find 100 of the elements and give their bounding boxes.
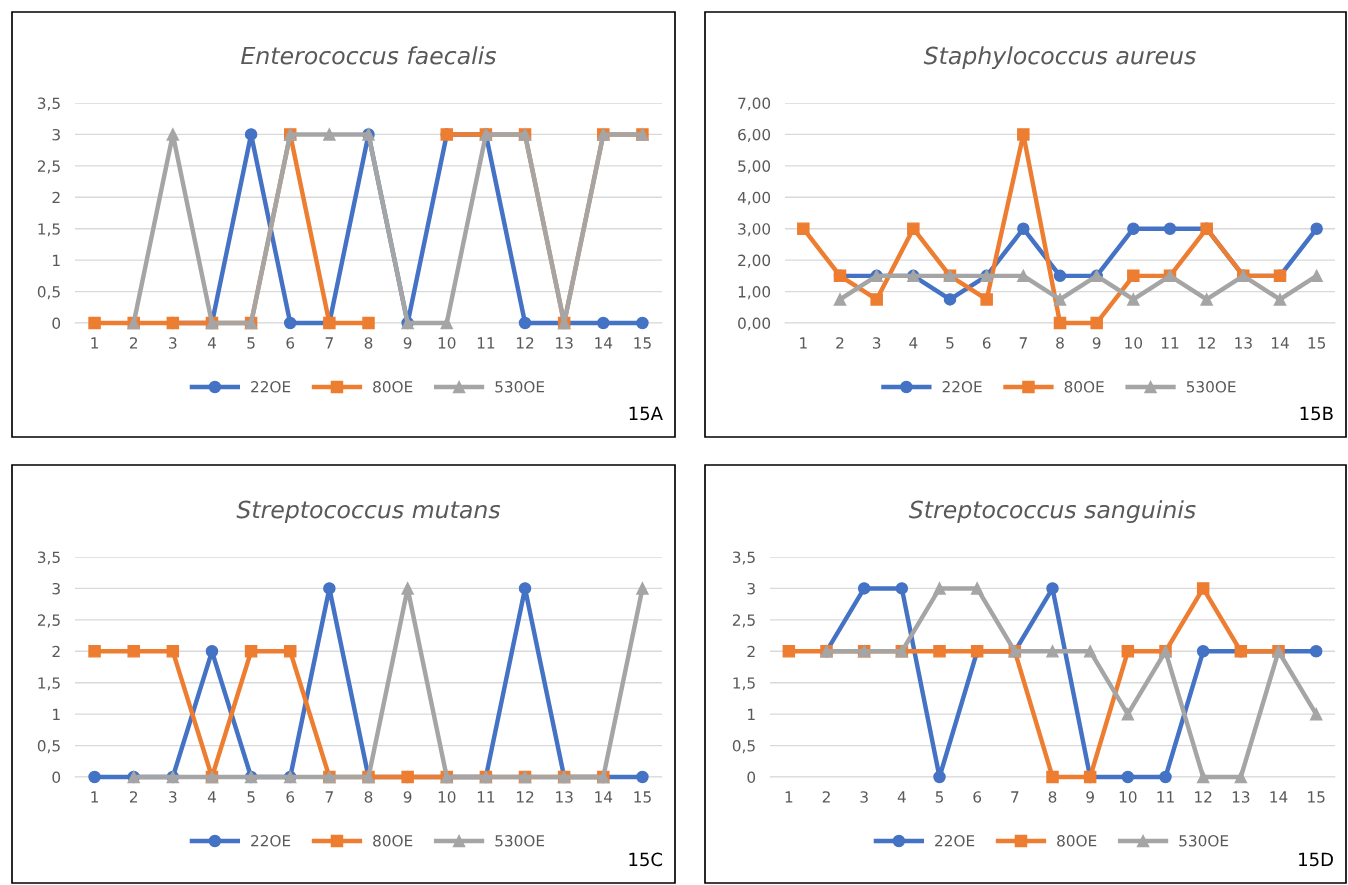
y-tick-label: 0	[52, 317, 61, 330]
x-tick-label: 5	[935, 791, 944, 803]
chart-title: Streptococcus sanguinis	[908, 500, 1196, 524]
legend-label: 530OE	[495, 835, 545, 847]
legend-label: 22OE	[251, 835, 291, 847]
x-tick-label: 15	[1308, 791, 1325, 803]
x-tick-label: 2	[836, 337, 844, 349]
legend-label: 530OE	[1179, 835, 1229, 847]
legend-label: 22OE	[942, 381, 982, 393]
x-tick-label: 6	[286, 791, 295, 803]
x-tick-label: 12	[516, 337, 534, 349]
x-tick-label: 3	[872, 337, 881, 349]
x-tick-label: 15	[634, 791, 651, 803]
y-tick-label: 0,5	[37, 740, 60, 754]
text: 15B	[1300, 406, 1333, 421]
y-tick-label: 1	[53, 708, 60, 720]
y-tick-label: 2,5	[37, 614, 60, 628]
legend-label: 80OE	[1057, 835, 1097, 847]
x-tick-label: 9	[1092, 337, 1101, 349]
x-tick-label: 12	[1195, 791, 1212, 803]
x-tick-label: 11	[477, 337, 495, 349]
x-tick-label: 9	[1086, 791, 1094, 803]
x-tick-label: 11	[1157, 791, 1174, 803]
y-tick-label: 0	[52, 771, 61, 784]
y-tick-label: 2	[52, 645, 60, 658]
y-tick-label: 2,5	[37, 160, 60, 174]
x-tick-label: 14	[595, 791, 613, 803]
x-tick-label: 8	[1048, 791, 1057, 803]
y-tick-label: 6,00	[738, 128, 771, 143]
y-tick-label: 3,5	[732, 551, 755, 565]
legend-label: 80OE	[1064, 381, 1104, 393]
x-tick-label: 1	[785, 791, 793, 803]
x-tick-label: 6	[973, 791, 982, 803]
x-tick-label: 1	[91, 337, 99, 349]
x-tick-label: 9	[403, 337, 412, 349]
text: 15D	[1299, 852, 1333, 867]
x-tick-label: 14	[1270, 791, 1288, 803]
x-tick-label: 8	[364, 337, 373, 349]
legend-label: 22OE	[935, 835, 975, 847]
x-tick-label: 2	[822, 791, 830, 803]
legend-label: 530OE	[495, 381, 545, 393]
y-tick-label: 3,5	[37, 551, 60, 565]
y-tick-label: 0,5	[732, 740, 755, 754]
y-tick-label: 0,00	[738, 317, 771, 331]
x-tick-label: 1	[800, 337, 807, 349]
x-tick-label: 12	[516, 791, 534, 803]
y-tick-label: 1,5	[38, 223, 60, 237]
y-tick-label: 0,5	[37, 286, 60, 300]
y-tick-label: 3,5	[37, 97, 60, 111]
x-tick-label: 10	[1119, 791, 1137, 803]
y-tick-label: 0	[747, 771, 756, 784]
x-tick-label: 12	[1198, 337, 1215, 349]
y-tick-label: 1,00	[738, 286, 771, 300]
x-tick-label: 7	[1011, 791, 1019, 803]
x-tick-label: 11	[477, 791, 495, 803]
x-tick-label: 13	[556, 791, 573, 803]
x-tick-label: 2	[129, 337, 138, 349]
x-tick-label: 5	[247, 791, 255, 803]
x-tick-label: 7	[325, 337, 333, 349]
y-tick-label: 2,5	[732, 614, 755, 628]
y-tick-label: 7,00	[738, 97, 771, 111]
x-tick-label: 2	[129, 791, 138, 803]
x-tick-label: 7	[325, 791, 333, 803]
y-tick-label: 3,00	[738, 223, 771, 237]
chart-title: Enterococcus faecalis	[241, 46, 497, 65]
y-tick-label: 2	[747, 645, 755, 658]
x-tick-label: 10	[438, 337, 456, 349]
text: 15A	[629, 406, 663, 421]
y-tick-label: 2	[52, 191, 60, 204]
y-tick-label: 3	[52, 128, 60, 141]
x-tick-label: 3	[860, 791, 868, 803]
x-tick-label: 4	[207, 791, 216, 803]
chart-title: Staphylococcus aureus	[923, 46, 1196, 70]
x-tick-label: 10	[1125, 337, 1143, 349]
x-tick-label: 3	[169, 791, 177, 803]
legend-label: 530OE	[1186, 381, 1236, 393]
x-tick-label: 15	[1308, 337, 1326, 349]
x-tick-label: 10	[438, 791, 456, 803]
x-tick-label: 8	[364, 791, 373, 803]
x-tick-label: 14	[595, 337, 613, 349]
y-tick-label: 1	[748, 708, 755, 720]
x-tick-label: 3	[169, 337, 177, 349]
x-tick-label: 13	[1232, 791, 1250, 803]
x-tick-label: 9	[403, 791, 412, 803]
x-tick-label: 5	[247, 337, 255, 349]
x-tick-label: 6	[982, 337, 991, 349]
x-tick-label: 13	[1235, 337, 1252, 349]
x-tick-label: 4	[909, 337, 918, 349]
x-tick-label: 8	[1056, 337, 1064, 349]
x-tick-label: 4	[897, 791, 906, 803]
y-tick-label: 2,00	[738, 254, 771, 268]
x-tick-label: 5	[946, 337, 954, 349]
text: 15C	[629, 852, 663, 867]
chart-title: Streptococcus mutans	[236, 500, 501, 524]
legend-label: 80OE	[373, 835, 413, 847]
x-tick-label: 11	[1161, 337, 1179, 349]
y-tick-label: 3	[52, 582, 60, 595]
x-tick-label: 6	[286, 337, 295, 349]
x-tick-label: 4	[207, 337, 216, 349]
x-tick-label: 13	[556, 337, 573, 349]
